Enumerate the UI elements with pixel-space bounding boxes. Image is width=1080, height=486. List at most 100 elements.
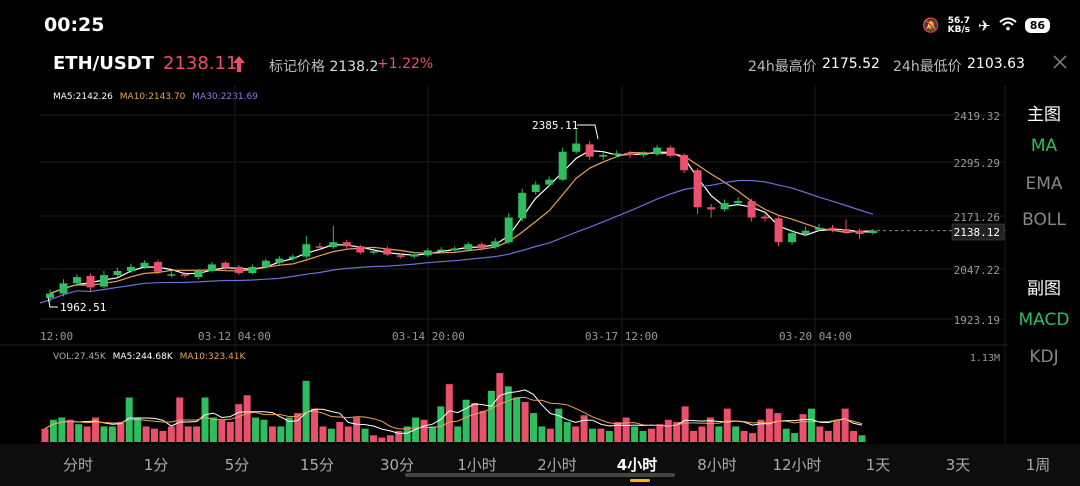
ma30-line [39, 179, 874, 304]
time-tick-4: 03-17 12:00 [585, 330, 658, 343]
candle-body-40 [585, 144, 594, 157]
max-price-label: 2385.11 [532, 119, 578, 132]
tab-6[interactable]: 2小时 [537, 456, 577, 474]
volume-bar-81 [723, 408, 731, 442]
candle-body-22 [342, 242, 351, 247]
mute-icon: 🔕 [922, 17, 940, 34]
candle-body-17 [275, 258, 284, 263]
volume-bar-75 [673, 421, 681, 442]
volume-bar-32 [311, 408, 319, 442]
candle-body-6 [126, 266, 135, 271]
vol-ma10-legend: MA10:323.41K [179, 352, 246, 362]
candle-body-61 [869, 230, 877, 234]
candle-body-16 [261, 260, 270, 267]
candle-body-35 [518, 192, 527, 219]
indicator-boll[interactable]: BOLL [1022, 210, 1066, 230]
status-icons: 🔕 56.7 KB/s ✈ 86 [922, 16, 1050, 35]
tab-9[interactable]: 12小时 [772, 456, 822, 474]
volume-bar-78 [698, 426, 706, 442]
candle-body-5 [113, 270, 122, 276]
high-24h-value: 2175.52 [822, 56, 880, 72]
kline-chart[interactable]: 2419.32 2295.29 2171.26 2047.22 1923.19 … [0, 85, 1008, 444]
tab-5[interactable]: 1小时 [457, 456, 497, 474]
status-bar [0, 0, 1080, 46]
volume-bar-50 [462, 399, 470, 442]
volume-bar-95 [841, 408, 849, 442]
candle-body-10 [180, 274, 189, 276]
volume-bar-56 [513, 397, 521, 442]
indicator-ma[interactable]: MA [1030, 136, 1058, 156]
vol-ma5-line [44, 389, 863, 435]
last-price-tag [951, 223, 1005, 241]
indicator-ema[interactable]: EMA [1025, 174, 1063, 194]
volume-bar-47 [437, 406, 445, 442]
volume-bar-70 [631, 426, 639, 442]
candle-body-2 [72, 277, 81, 284]
volume-bar-91 [807, 408, 815, 442]
candle-body-44 [639, 153, 648, 156]
volume-bar-67 [605, 430, 613, 442]
volume-bar-27 [268, 426, 276, 442]
tab-0[interactable]: 分时 [62, 456, 94, 474]
vol-ma10-line [44, 396, 863, 430]
last-price: 2138.11 [163, 53, 238, 74]
volume-bar-53 [487, 390, 495, 442]
volume-bar-34 [327, 428, 335, 442]
price-tick-4: 2047.22 [954, 264, 1000, 277]
candle-body-57 [815, 227, 824, 230]
volume-bar-7 [100, 426, 108, 442]
volume-bar-48 [445, 384, 453, 442]
candle-body-3 [86, 275, 95, 288]
volume-bar-77 [690, 430, 698, 442]
candles [46, 129, 1005, 302]
tab-12[interactable]: 1周 [1025, 456, 1051, 474]
indicator-macd[interactable]: MACD [1018, 310, 1070, 330]
volume-bar-52 [479, 410, 487, 442]
candle-body-19 [302, 244, 311, 257]
volume-bar-61 [555, 408, 563, 442]
candle-body-39 [572, 143, 581, 152]
ma10-legend: MA10:2143.70 [119, 92, 186, 102]
home-indicator [405, 473, 675, 477]
candle-body-11 [194, 270, 203, 278]
tab-7[interactable]: 4小时 [616, 456, 658, 474]
candle-body-25 [383, 248, 392, 255]
high-24h-label: 24h最高价 [748, 59, 817, 75]
candle-body-4 [99, 275, 108, 287]
tab-1[interactable]: 1分 [143, 456, 169, 474]
volume-bar-12 [142, 426, 150, 442]
volume-bar-19 [201, 397, 209, 442]
volume-bar-20 [209, 417, 217, 442]
candle-body-26 [396, 255, 405, 257]
volume-bar-0 [41, 428, 49, 442]
pair-selector[interactable]: ETH/USDT [53, 53, 155, 74]
time-tick-1: 12:00 [40, 330, 73, 343]
volume-bar-43 [403, 426, 411, 442]
vol-ma5-legend: MA5:244.68K [112, 352, 173, 362]
close-icon[interactable] [1050, 52, 1070, 72]
candle-body-0 [46, 293, 54, 298]
volume-bar-31 [302, 380, 310, 442]
tab-8[interactable]: 8小时 [697, 456, 737, 474]
price-tick-2: 2295.29 [954, 157, 1000, 170]
tab-3[interactable]: 15分 [299, 456, 335, 474]
candle-body-27 [410, 254, 419, 257]
candle-body-18 [288, 256, 297, 259]
candle-body-45 [653, 147, 662, 154]
volume-bar-73 [656, 424, 664, 442]
volume-bar-93 [824, 430, 832, 442]
tab-10[interactable]: 1天 [865, 456, 891, 474]
candle-body-42 [612, 153, 621, 156]
volume-bar-63 [572, 426, 580, 442]
indicator-kdj[interactable]: KDJ [1029, 347, 1059, 367]
candle-body-49 [707, 207, 716, 210]
candle-body-50 [720, 203, 729, 210]
volume-bar-33 [319, 426, 327, 442]
tab-11[interactable]: 3天 [945, 456, 971, 474]
status-clock: 00:25 [44, 14, 105, 36]
tab-2[interactable]: 5分 [224, 456, 250, 474]
tab-4[interactable]: 30分 [379, 456, 415, 474]
volume-bar-64 [580, 415, 588, 442]
volume-bar-38 [361, 428, 369, 442]
candle-body-55 [788, 233, 797, 243]
